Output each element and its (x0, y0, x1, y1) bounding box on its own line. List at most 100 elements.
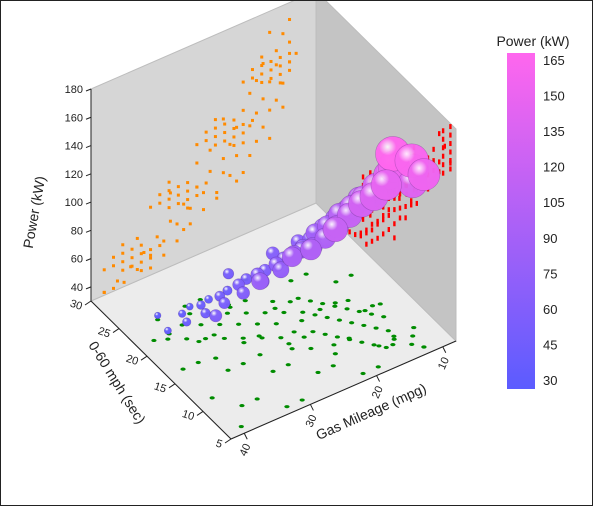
bubble-point (322, 216, 349, 243)
floor-marker (369, 304, 376, 308)
xz-marker (186, 206, 190, 210)
bubble-point (281, 246, 303, 268)
yz-marker (370, 238, 374, 244)
y-axis-line (90, 300, 232, 440)
xz-marker (232, 143, 236, 147)
floor-marker (225, 368, 231, 372)
z-tick (85, 145, 92, 148)
floor-marker (151, 338, 157, 343)
floor-marker (333, 280, 339, 284)
yz-marker (376, 221, 379, 227)
y-tick-label: 15 (152, 380, 167, 395)
yz-marker (441, 153, 445, 159)
floor-marker (377, 302, 383, 306)
xz-marker (269, 76, 273, 80)
xz-marker (241, 141, 245, 145)
bubble-point (204, 294, 213, 304)
xz-marker (135, 268, 139, 272)
floor-marker (257, 353, 263, 357)
xz-marker (175, 222, 179, 226)
xz-marker (261, 97, 265, 101)
xz-marker (121, 251, 125, 255)
xz-marker (241, 171, 245, 175)
floor-marker (348, 273, 354, 277)
xz-marker (139, 260, 143, 264)
xz-marker (149, 256, 153, 260)
floor-marker (346, 336, 352, 340)
xz-marker (261, 125, 265, 129)
floor-marker (202, 337, 209, 341)
x-tick-label: 10 (436, 356, 452, 372)
floor-marker (254, 322, 261, 326)
yz-marker (449, 132, 452, 138)
z-tick-label: 180 (65, 84, 83, 96)
floor-marker (381, 315, 387, 319)
floor-marker (288, 279, 294, 283)
floor-marker (254, 397, 260, 401)
colorbar-tick-label: 75 (543, 266, 557, 281)
floor-projection (151, 244, 427, 429)
xz-marker (268, 30, 272, 34)
xz-marker (167, 189, 171, 193)
floor-marker (299, 398, 305, 402)
floor-marker (197, 297, 203, 302)
yz-marker (441, 170, 445, 176)
xz-marker (260, 72, 264, 76)
floor-marker (270, 369, 276, 373)
xz-marker (254, 139, 258, 143)
xz-marker (186, 198, 190, 202)
xz-marker (121, 243, 125, 247)
xz-marker (268, 108, 272, 112)
bubble-point (222, 285, 233, 296)
xz-marker (232, 118, 236, 122)
floor-marker (289, 347, 295, 351)
bubble-point (200, 308, 211, 319)
y-tick-label: 20 (124, 353, 139, 368)
floor-marker (385, 329, 391, 333)
yz-marker (370, 221, 374, 227)
yz-marker (393, 235, 396, 241)
floor-marker (359, 340, 365, 344)
floor-marker (287, 300, 293, 304)
floor-marker (332, 352, 338, 356)
yz-marker (369, 170, 372, 176)
xz-marker (167, 197, 171, 201)
z-tick-label: 100 (65, 197, 83, 209)
y-tick-label: 30 (68, 298, 83, 313)
xz-marker (235, 154, 239, 158)
floor-marker (211, 333, 217, 337)
floor-marker (285, 363, 291, 367)
yz-marker (432, 158, 435, 164)
bubble-point (154, 311, 162, 320)
floor-marker (344, 307, 350, 311)
floor-marker (361, 323, 367, 328)
floor-marker (242, 299, 248, 303)
colorbar-tick-label: 30 (543, 373, 557, 388)
xz-marker (208, 169, 212, 173)
xz-marker (167, 206, 171, 210)
yz-marker (398, 205, 402, 211)
yz-marker (404, 215, 407, 221)
xz-marker (221, 117, 225, 121)
floor-marker (390, 343, 396, 347)
xz-marker (215, 191, 219, 195)
xz-marker (269, 68, 273, 72)
xz-marker (288, 51, 292, 55)
xz-marker (235, 125, 239, 129)
y-tick-label: 25 (96, 325, 111, 340)
floor-marker (307, 299, 314, 303)
xz-marker (268, 136, 272, 140)
floor-marker (410, 334, 416, 338)
floor-marker (291, 330, 297, 334)
yz-marker (382, 231, 385, 237)
bubble-point (163, 326, 172, 335)
xz-marker (139, 269, 143, 273)
yz-marker (387, 207, 390, 213)
xz-marker (135, 236, 139, 240)
xz-marker (288, 68, 292, 72)
z-tick (85, 116, 92, 120)
floor-marker (331, 343, 337, 347)
xz-marker (235, 179, 239, 183)
plot-walls (90, 1, 457, 440)
